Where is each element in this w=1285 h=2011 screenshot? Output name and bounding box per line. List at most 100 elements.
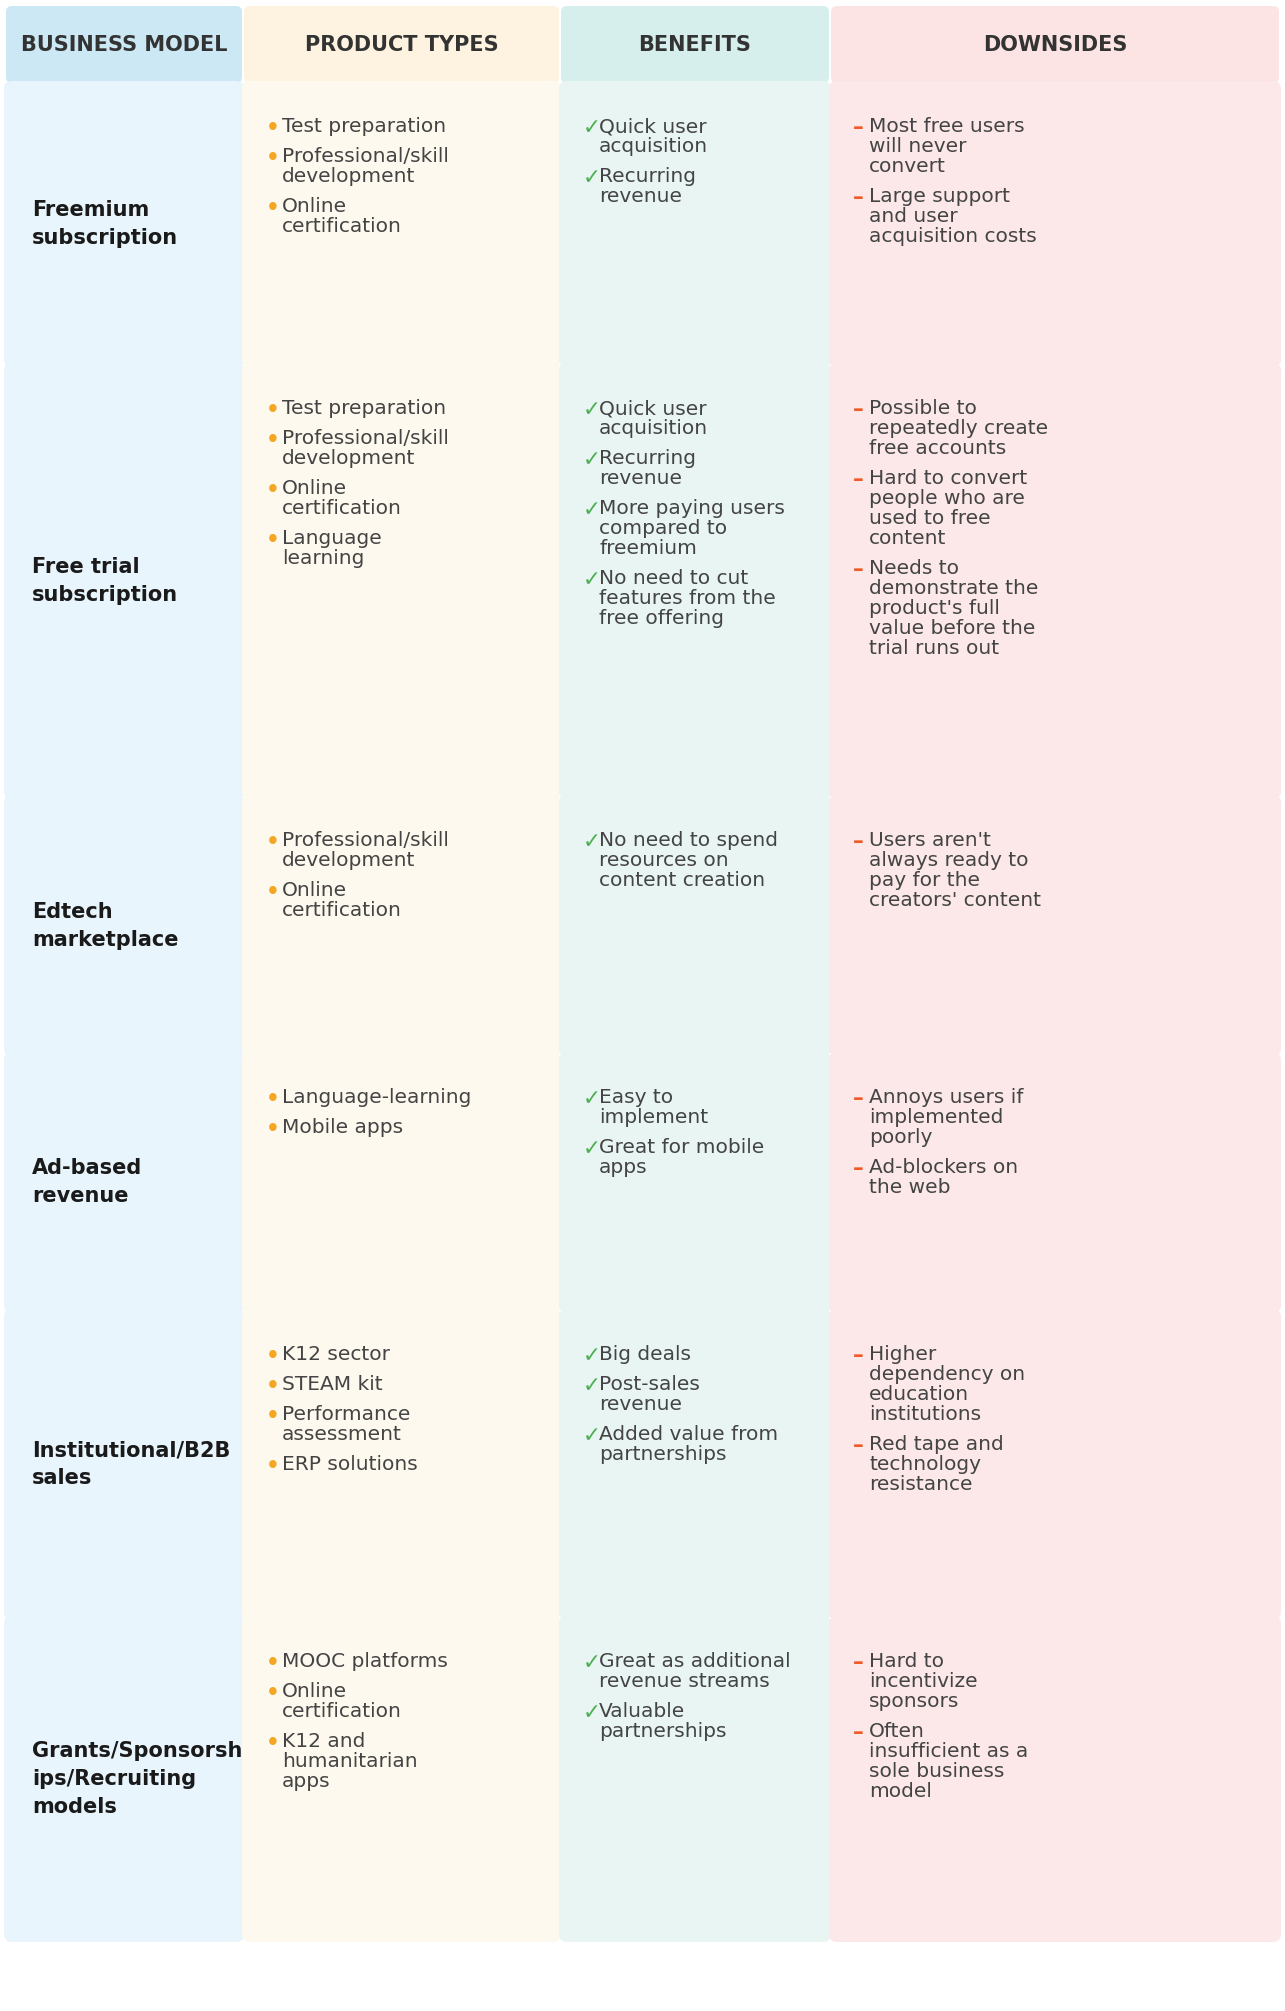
Text: Edtech
marketplace: Edtech marketplace xyxy=(32,901,179,949)
Text: Higher: Higher xyxy=(869,1345,937,1363)
Text: content creation: content creation xyxy=(599,871,765,891)
Text: insufficient as a: insufficient as a xyxy=(869,1742,1028,1762)
Text: Users aren't: Users aren't xyxy=(869,831,991,851)
Text: revenue: revenue xyxy=(599,1396,682,1414)
Text: repeatedly create: repeatedly create xyxy=(869,418,1049,438)
Text: •: • xyxy=(266,1456,280,1476)
FancyBboxPatch shape xyxy=(242,80,562,366)
Text: –: – xyxy=(853,471,864,491)
Text: institutions: institutions xyxy=(869,1406,982,1424)
Text: Large support: Large support xyxy=(869,187,1010,205)
Text: Test preparation: Test preparation xyxy=(281,398,446,418)
FancyBboxPatch shape xyxy=(559,1309,831,1621)
FancyBboxPatch shape xyxy=(559,1617,831,1943)
Text: development: development xyxy=(281,851,415,871)
Text: freemium: freemium xyxy=(599,539,696,557)
Text: –: – xyxy=(853,119,864,139)
Text: dependency on: dependency on xyxy=(869,1365,1025,1384)
FancyBboxPatch shape xyxy=(242,794,562,1056)
Text: K12 and: K12 and xyxy=(281,1731,365,1752)
Text: STEAM kit: STEAM kit xyxy=(281,1376,383,1394)
Text: ✓: ✓ xyxy=(583,450,601,471)
Text: Online: Online xyxy=(281,197,347,215)
Text: Post-sales: Post-sales xyxy=(599,1376,700,1394)
Text: Hard to: Hard to xyxy=(869,1651,944,1671)
Text: implemented: implemented xyxy=(869,1108,1004,1126)
Text: model: model xyxy=(869,1782,932,1802)
Text: ✓: ✓ xyxy=(583,1345,601,1365)
FancyBboxPatch shape xyxy=(831,6,1279,82)
Text: free offering: free offering xyxy=(599,609,723,627)
Text: sole business: sole business xyxy=(869,1762,1005,1782)
FancyBboxPatch shape xyxy=(4,364,244,798)
Text: –: – xyxy=(853,187,864,207)
FancyBboxPatch shape xyxy=(4,1309,244,1621)
Text: ✓: ✓ xyxy=(583,400,601,420)
Text: certification: certification xyxy=(281,901,402,919)
Text: value before the: value before the xyxy=(869,619,1036,637)
Text: sponsors: sponsors xyxy=(869,1691,960,1711)
FancyBboxPatch shape xyxy=(559,364,831,798)
Text: Hard to convert: Hard to convert xyxy=(869,469,1027,489)
Text: Added value from: Added value from xyxy=(599,1426,779,1444)
Text: •: • xyxy=(266,197,280,217)
Text: revenue: revenue xyxy=(599,469,682,489)
Text: Online: Online xyxy=(281,479,347,499)
FancyBboxPatch shape xyxy=(4,794,244,1056)
FancyBboxPatch shape xyxy=(4,1052,244,1313)
Text: ✓: ✓ xyxy=(583,501,601,521)
Text: K12 sector: K12 sector xyxy=(281,1345,391,1363)
Text: Grants/Sponsorsh
ips/Recruiting
models: Grants/Sponsorsh ips/Recruiting models xyxy=(32,1742,243,1818)
FancyBboxPatch shape xyxy=(242,1617,562,1943)
Text: Quick user: Quick user xyxy=(599,117,707,137)
Text: education: education xyxy=(869,1386,969,1404)
Text: BUSINESS MODEL: BUSINESS MODEL xyxy=(21,34,227,54)
Text: ✓: ✓ xyxy=(583,833,601,853)
Text: Professional/skill: Professional/skill xyxy=(281,428,448,448)
Text: ✓: ✓ xyxy=(583,1090,601,1108)
Text: Professional/skill: Professional/skill xyxy=(281,831,448,851)
Text: Online: Online xyxy=(281,1681,347,1701)
Text: product's full: product's full xyxy=(869,599,1000,617)
Text: acquisition: acquisition xyxy=(599,418,708,438)
Text: apps: apps xyxy=(599,1158,648,1176)
Text: –: – xyxy=(853,1436,864,1456)
Text: content: content xyxy=(869,529,946,549)
Text: No need to spend: No need to spend xyxy=(599,831,777,851)
Text: learning: learning xyxy=(281,549,365,567)
Text: Free trial
subscription: Free trial subscription xyxy=(32,557,179,605)
Text: ✓: ✓ xyxy=(583,1376,601,1396)
Text: Performance: Performance xyxy=(281,1406,410,1424)
Text: Great as additional: Great as additional xyxy=(599,1651,790,1671)
Text: certification: certification xyxy=(281,1701,402,1721)
Text: ✓: ✓ xyxy=(583,169,601,187)
Text: Big deals: Big deals xyxy=(599,1345,691,1363)
Text: ✓: ✓ xyxy=(583,1653,601,1673)
Text: •: • xyxy=(266,1090,280,1108)
Text: •: • xyxy=(266,1118,280,1138)
Text: trial runs out: trial runs out xyxy=(869,639,1000,658)
Text: •: • xyxy=(266,883,280,903)
Text: creators' content: creators' content xyxy=(869,891,1041,911)
FancyBboxPatch shape xyxy=(242,364,562,798)
Text: demonstrate the: demonstrate the xyxy=(869,579,1038,597)
Text: Often: Often xyxy=(869,1721,925,1742)
Text: revenue streams: revenue streams xyxy=(599,1671,770,1691)
Text: Recurring: Recurring xyxy=(599,167,696,185)
Text: –: – xyxy=(853,1090,864,1108)
FancyBboxPatch shape xyxy=(562,6,829,82)
Text: Most free users: Most free users xyxy=(869,117,1024,137)
Text: •: • xyxy=(266,1376,280,1396)
Text: ✓: ✓ xyxy=(583,119,601,139)
FancyBboxPatch shape xyxy=(559,80,831,366)
Text: Recurring: Recurring xyxy=(599,448,696,469)
FancyBboxPatch shape xyxy=(829,1309,1281,1621)
Text: Red tape and: Red tape and xyxy=(869,1436,1004,1454)
Text: humanitarian: humanitarian xyxy=(281,1752,418,1772)
FancyBboxPatch shape xyxy=(242,1309,562,1621)
Text: partnerships: partnerships xyxy=(599,1446,726,1464)
Text: implement: implement xyxy=(599,1108,708,1126)
FancyBboxPatch shape xyxy=(4,1617,244,1943)
Text: development: development xyxy=(281,448,415,469)
Text: No need to cut: No need to cut xyxy=(599,569,748,587)
